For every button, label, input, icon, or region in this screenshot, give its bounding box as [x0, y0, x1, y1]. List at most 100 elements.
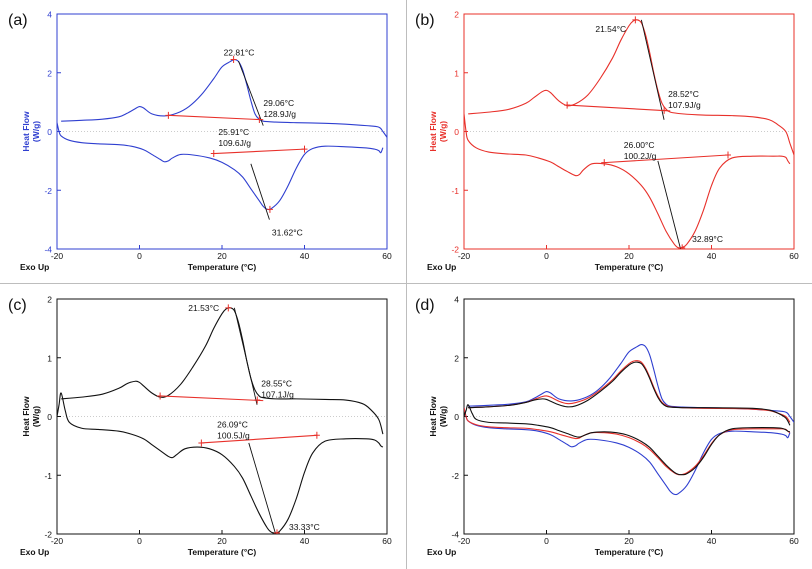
y-tick-label: 0 [47, 412, 52, 422]
annotation-label: 100.2J/g [624, 151, 657, 161]
x-tick-label: 20 [624, 536, 634, 546]
y-axis-label-line1: Heat Flow [428, 396, 438, 437]
onset-tangent [640, 19, 665, 120]
exo-up-label: Exo Up [427, 262, 456, 272]
peak-marker [256, 115, 263, 123]
series-red-cooling [468, 360, 791, 423]
annotation-label: 33.33°C [289, 522, 320, 532]
y-tick-label: 1 [47, 353, 52, 363]
integration-baseline [567, 104, 671, 112]
y-tick-label: -2 [44, 530, 52, 540]
annotation-label: 22.81°C [224, 48, 255, 58]
annotation-label: 28.52°C [668, 89, 699, 99]
annotation-label: 32.89°C [692, 234, 723, 244]
peak-marker [210, 150, 217, 158]
y-axis-label-line2: (W/g) [31, 406, 41, 427]
panel-label: (c) [8, 297, 27, 314]
peak-marker [157, 392, 164, 400]
exo-up-label: Exo Up [20, 547, 49, 557]
y-axis-label: Heat Flow (W/g) [428, 111, 448, 152]
y-axis-label-line1: Heat Flow [428, 111, 438, 152]
y-tick-label: 4 [454, 295, 459, 305]
peak-marker [266, 205, 273, 213]
series-black-cooling [468, 361, 791, 426]
y-axis-label-line2: (W/g) [31, 121, 41, 142]
annotation-label: 21.54°C [595, 24, 626, 34]
peak-marker [601, 159, 608, 167]
x-tick-label: 40 [300, 251, 310, 261]
integration-baseline [168, 114, 264, 121]
series-heating [464, 113, 791, 249]
x-tick-label: 0 [137, 251, 142, 261]
annotation-label: 109.6J/g [218, 138, 251, 148]
annotation-label: 29.06°C [263, 98, 294, 108]
onset-tangent [233, 307, 258, 405]
onset-tangent [250, 163, 270, 220]
y-tick-label: -1 [451, 186, 459, 196]
panel-label: (b) [415, 12, 435, 29]
annotation-label: 128.9J/g [263, 109, 296, 119]
y-tick-label: 2 [454, 10, 459, 20]
y-axis-label-line2: (W/g) [438, 406, 448, 427]
y-tick-label: -2 [44, 186, 52, 196]
y-tick-label: 0 [47, 127, 52, 137]
integration-baseline [213, 148, 305, 155]
x-tick-label: 40 [707, 536, 717, 546]
chart-panel-3: (c) 2 1 0 -1 -2-20 0 20 40 60 Temperature (°C) Exo … [8, 295, 392, 558]
series-cooling [61, 58, 387, 138]
x-axis-label: Temperature (°C) [595, 547, 664, 557]
series-heating [57, 122, 384, 211]
series-red-heating [464, 407, 791, 476]
y-tick-label: 1 [454, 68, 459, 78]
exo-up-label: Exo Up [20, 262, 49, 272]
series-cooling [468, 19, 794, 156]
y-tick-label: 4 [47, 10, 52, 20]
peak-marker [679, 244, 686, 249]
annotation-label: 25.91°C [218, 127, 249, 137]
x-tick-label: 20 [624, 251, 634, 261]
panel-divider-vertical [406, 0, 407, 569]
x-tick-label: -20 [51, 536, 64, 546]
chart-panel-2: (b) 2 1 0 -1 -2-20 0 20 40 60 Temperature (°C) Exo … [415, 10, 799, 273]
exo-up-label: Exo Up [427, 547, 456, 557]
y-tick-label: 2 [47, 295, 52, 305]
peak-marker [165, 111, 172, 119]
series-cooling [61, 307, 384, 435]
y-tick-label: 0 [454, 127, 459, 137]
y-tick-label: 0 [454, 412, 459, 422]
x-tick-label: 0 [544, 251, 549, 261]
y-axis-label-line1: Heat Flow [21, 111, 31, 152]
annotation-label: 28.55°C [261, 379, 292, 389]
series-heating [57, 392, 384, 534]
annotation-label: 107.1J/g [261, 390, 294, 400]
peak-marker [564, 101, 571, 109]
y-tick-label: -4 [451, 530, 459, 540]
integration-baseline [201, 434, 317, 444]
peak-marker [725, 151, 731, 159]
x-tick-label: -20 [458, 536, 471, 546]
y-axis-label: Heat Flow (W/g) [428, 396, 448, 437]
x-tick-label: 60 [382, 251, 392, 261]
y-tick-label: -2 [451, 471, 459, 481]
integration-baseline [160, 395, 264, 402]
annotation-label: 31.62°C [272, 227, 303, 237]
series-black-heating [464, 404, 791, 476]
series-blue-cooling [468, 343, 794, 423]
peak-marker [254, 396, 261, 404]
x-tick-label: 20 [217, 536, 227, 546]
annotation-label: 100.5J/g [217, 430, 250, 440]
peak-marker [198, 439, 205, 447]
annotation-label: 21.53°C [188, 303, 219, 313]
onset-tangent [657, 160, 681, 249]
x-tick-label: 60 [789, 536, 799, 546]
y-tick-label: 2 [47, 68, 52, 78]
x-axis-label: Temperature (°C) [188, 262, 257, 272]
panel-label: (a) [8, 12, 28, 29]
x-tick-label: 60 [789, 251, 799, 261]
peak-marker [225, 304, 232, 312]
x-tick-label: -20 [51, 251, 64, 261]
x-tick-label: -20 [458, 251, 471, 261]
